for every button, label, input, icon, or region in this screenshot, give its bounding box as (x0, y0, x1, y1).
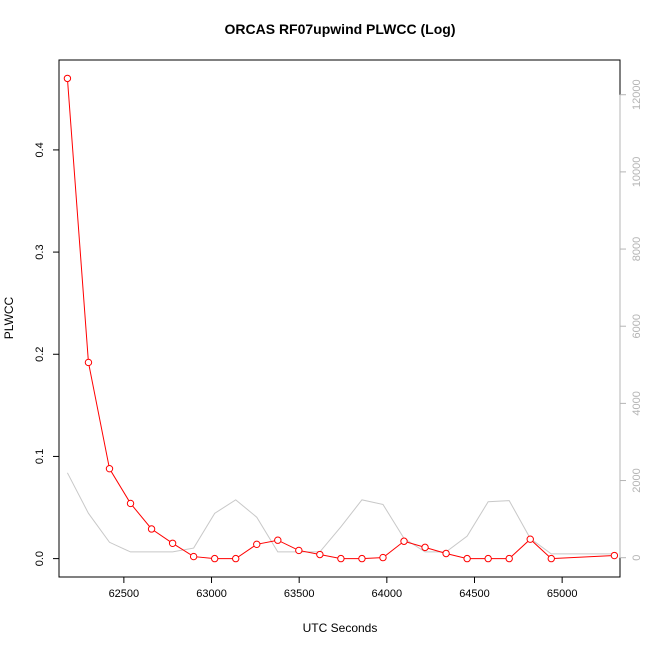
chart-title: ORCAS RF07upwind PLWCC (Log) (225, 21, 456, 37)
data-point (105, 464, 114, 473)
series-line-primary (66, 78, 615, 560)
data-point (316, 550, 324, 559)
data-point (126, 499, 135, 508)
data-point (358, 554, 366, 563)
x-tick-label: 64000 (372, 588, 403, 600)
data-point (189, 552, 198, 561)
data-point (232, 554, 240, 563)
y2-tick-label: 8000 (631, 237, 643, 261)
data-point (400, 537, 408, 545)
x-tick-label: 65000 (547, 588, 578, 600)
data-point (337, 554, 345, 563)
plot-area (58, 59, 621, 578)
x-tick-label: 62500 (109, 588, 140, 600)
data-point (463, 554, 471, 563)
data-point (526, 535, 534, 543)
y-axis: 0.0 0.1 0.2 0.3 0.4 (34, 142, 60, 566)
data-point (421, 543, 429, 552)
data-point (210, 554, 219, 563)
y-axis-label: PLWCC (2, 296, 16, 339)
x-axis: 62500 63000 63500 64000 64500 65000 (109, 576, 578, 600)
data-point (168, 539, 177, 547)
data-point (295, 546, 303, 555)
y2-tick-label: 0 (631, 555, 643, 561)
y2-tick-label: 12000 (631, 79, 643, 110)
secondary-y-axis: 0 2000 4000 6000 8000 10000 12000 (619, 79, 643, 561)
data-point (63, 74, 72, 83)
y2-tick-label: 6000 (631, 314, 643, 338)
data-point (84, 358, 93, 367)
y-tick-label: 0.2 (34, 347, 46, 362)
data-point (379, 553, 387, 562)
data-point (147, 525, 156, 533)
x-tick-label: 63000 (196, 588, 227, 600)
data-point (274, 536, 282, 544)
y-tick-label: 0.4 (34, 142, 46, 157)
y-tick-label: 0.0 (34, 551, 46, 566)
data-point (547, 554, 555, 563)
y-tick-label: 0.3 (34, 244, 46, 259)
data-point (505, 554, 513, 563)
data-point (610, 551, 619, 560)
x-tick-label: 63500 (284, 588, 315, 600)
y2-tick-label: 2000 (631, 468, 643, 492)
data-point (253, 540, 261, 549)
y2-tick-label: 4000 (631, 391, 643, 415)
x-tick-label: 64500 (459, 588, 490, 600)
data-point (442, 549, 450, 558)
y-tick-label: 0.1 (34, 449, 46, 464)
series-layer (63, 74, 619, 563)
y2-tick-label: 10000 (631, 157, 643, 188)
data-point (484, 554, 492, 563)
x-axis-label: UTC Seconds (303, 621, 378, 635)
